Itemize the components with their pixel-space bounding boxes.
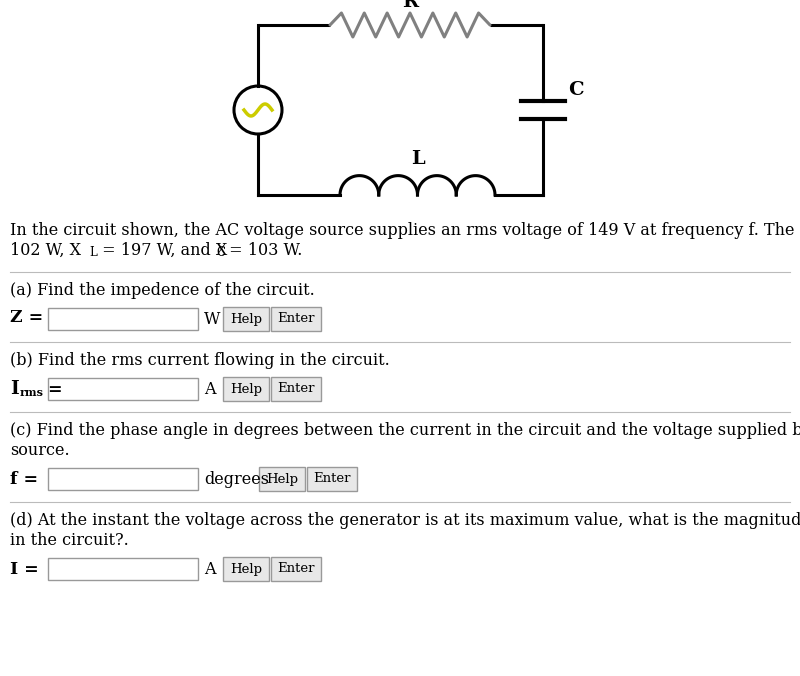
Text: C: C xyxy=(216,246,225,259)
FancyBboxPatch shape xyxy=(48,468,198,490)
FancyBboxPatch shape xyxy=(223,557,269,581)
Text: I =: I = xyxy=(10,560,38,577)
Text: Enter: Enter xyxy=(314,473,350,485)
FancyBboxPatch shape xyxy=(259,467,305,491)
Text: (c) Find the phase angle in degrees between the current in the circuit and the v: (c) Find the phase angle in degrees betw… xyxy=(10,422,800,439)
Text: 102 W, X: 102 W, X xyxy=(10,242,81,259)
FancyBboxPatch shape xyxy=(48,378,198,400)
Text: R: R xyxy=(402,0,418,11)
Text: (a) Find the impedence of the circuit.: (a) Find the impedence of the circuit. xyxy=(10,282,314,299)
Text: A: A xyxy=(204,381,215,397)
FancyBboxPatch shape xyxy=(48,308,198,330)
FancyBboxPatch shape xyxy=(307,467,357,491)
FancyBboxPatch shape xyxy=(271,557,321,581)
Text: L: L xyxy=(89,246,97,259)
Text: degrees: degrees xyxy=(204,470,269,487)
Text: source.: source. xyxy=(10,442,70,459)
Text: Enter: Enter xyxy=(278,562,314,575)
Text: Help: Help xyxy=(230,383,262,395)
FancyBboxPatch shape xyxy=(271,307,321,331)
Text: (b) Find the rms current flowing in the circuit.: (b) Find the rms current flowing in the … xyxy=(10,352,390,369)
Text: Enter: Enter xyxy=(278,312,314,326)
Text: = 197 W, and X: = 197 W, and X xyxy=(97,242,227,259)
FancyBboxPatch shape xyxy=(223,377,269,401)
Text: Help: Help xyxy=(266,473,298,485)
Text: W: W xyxy=(204,310,221,327)
Text: I: I xyxy=(10,380,18,398)
FancyBboxPatch shape xyxy=(223,307,269,331)
Text: A: A xyxy=(204,560,215,577)
Text: f =: f = xyxy=(10,470,38,487)
FancyBboxPatch shape xyxy=(271,377,321,401)
Text: rms: rms xyxy=(20,387,44,398)
Text: (d) At the instant the voltage across the generator is at its maximum value, wha: (d) At the instant the voltage across th… xyxy=(10,512,800,529)
Text: Enter: Enter xyxy=(278,383,314,395)
Text: =: = xyxy=(42,381,62,397)
FancyBboxPatch shape xyxy=(48,558,198,580)
Text: = 103 W.: = 103 W. xyxy=(224,242,302,259)
Text: C: C xyxy=(568,81,584,99)
Text: Help: Help xyxy=(230,312,262,326)
Text: L: L xyxy=(410,149,424,168)
Text: Help: Help xyxy=(230,562,262,575)
Text: in the circuit?.: in the circuit?. xyxy=(10,532,129,549)
Text: Z =: Z = xyxy=(10,310,43,327)
Text: In the circuit shown, the AC voltage source supplies an rms voltage of 149 V at : In the circuit shown, the AC voltage sou… xyxy=(10,222,800,239)
